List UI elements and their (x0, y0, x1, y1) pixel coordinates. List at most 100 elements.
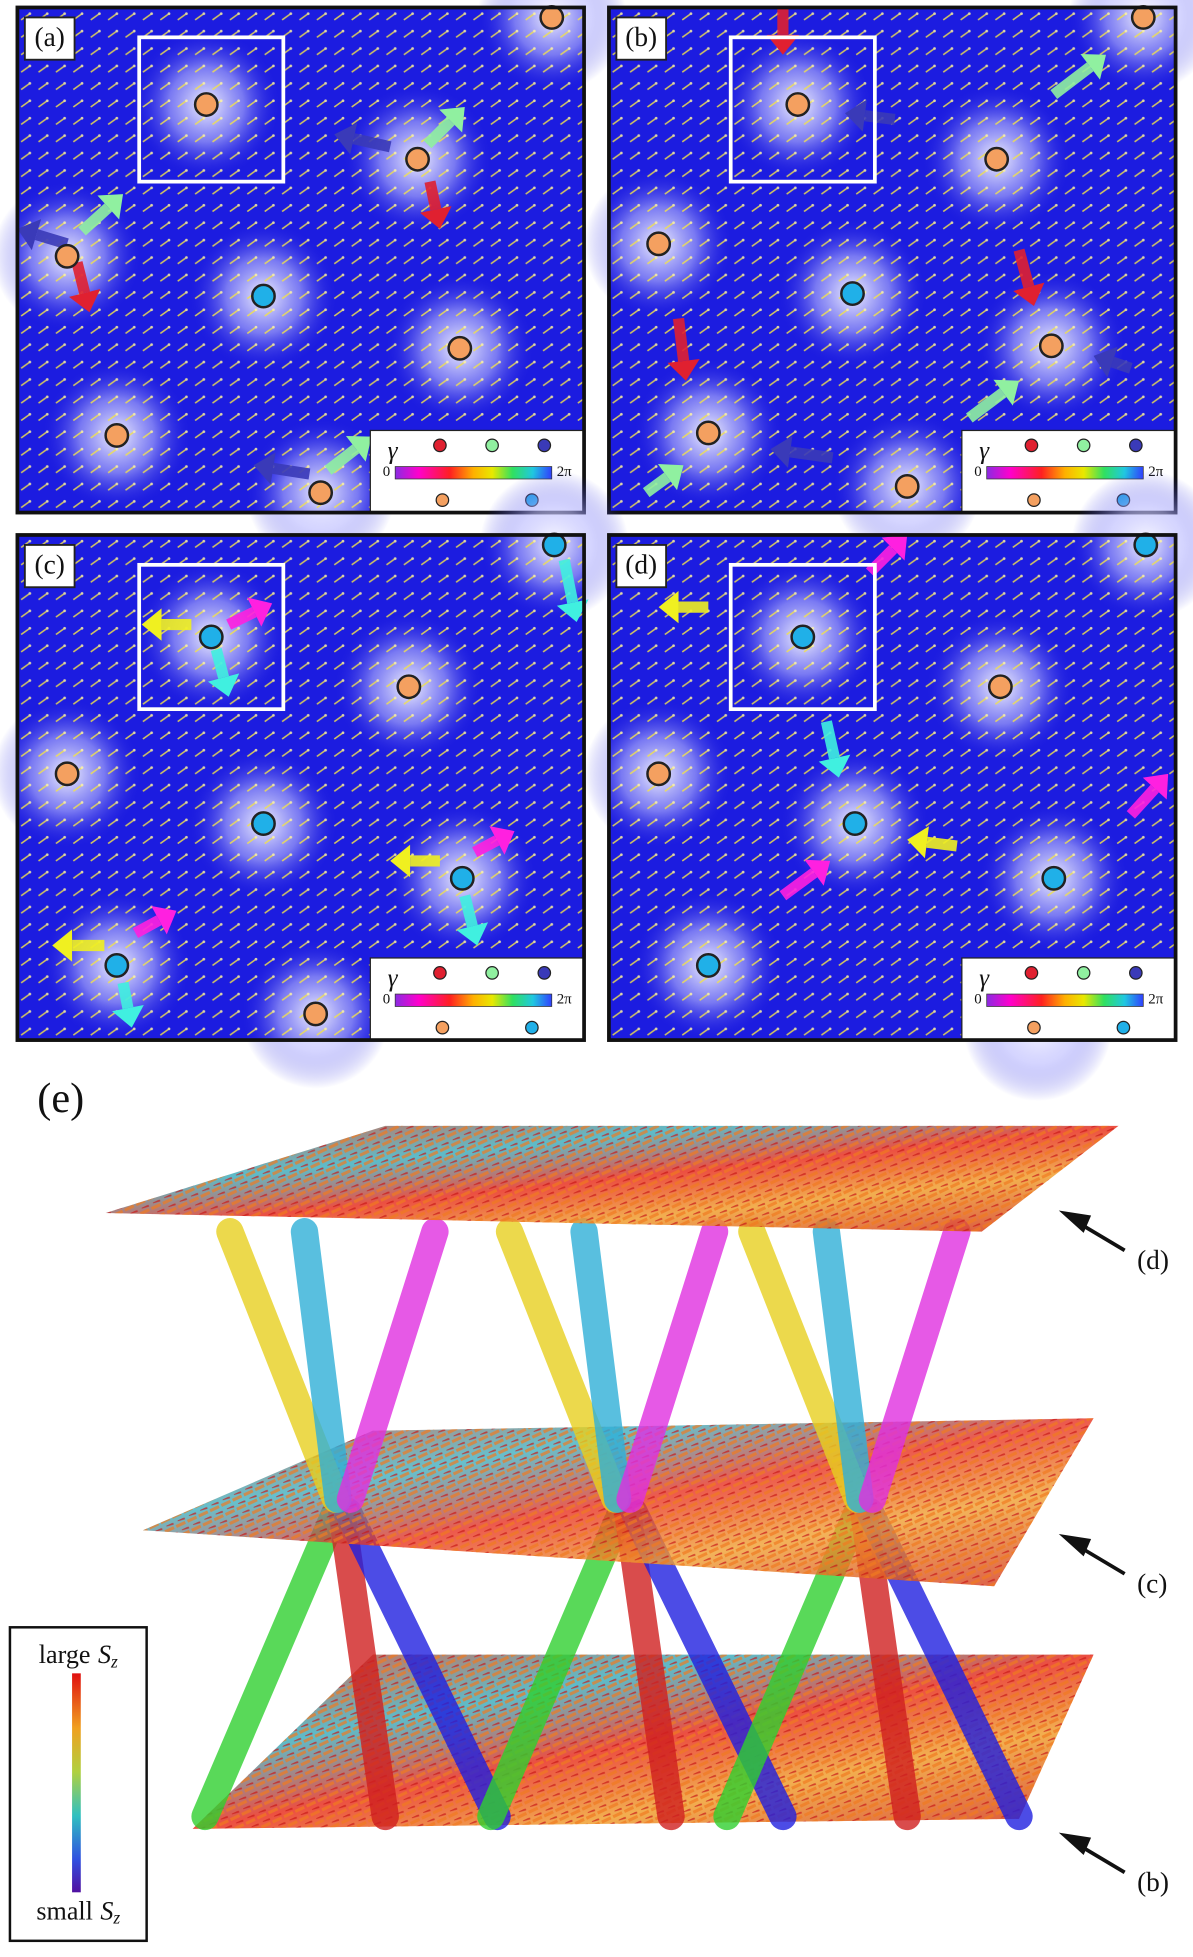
arrow-head (556, 599, 589, 623)
legend-symbol: γ (388, 438, 399, 465)
arrow-head (658, 590, 679, 624)
vortex-orange (303, 1001, 329, 1027)
layer-label: (c) (1137, 1569, 1167, 1599)
panel: (d) γ0 2π (584, 470, 1193, 1102)
pointer-line (1077, 1843, 1126, 1875)
arrow-shaft (820, 720, 840, 760)
vortex-orange (695, 420, 721, 446)
panel-label: (b) (625, 22, 657, 52)
vortex-cyan (1041, 865, 1067, 891)
highlight-box (137, 35, 286, 184)
arrow-head (68, 289, 101, 313)
arrow-shaft (424, 180, 442, 211)
legend-marker (525, 1020, 539, 1035)
arrow-head (456, 922, 489, 946)
arrow-shaft (642, 472, 671, 498)
legend-marker (1076, 438, 1091, 453)
arrow-head (345, 436, 372, 462)
label-box (23, 16, 76, 61)
gamma-legend: γ0 2π (369, 957, 585, 1041)
arrow-shaft (864, 110, 896, 125)
arrow-head (845, 99, 867, 132)
arrow-head (907, 826, 929, 859)
arrow-head (420, 206, 452, 229)
legend-max: 2π (1148, 992, 1163, 1008)
arrow-head (1142, 773, 1169, 800)
colorbar-sub: z (110, 1651, 118, 1671)
legend-marker (435, 1020, 450, 1035)
highlight-box (137, 562, 286, 712)
arrow-head (207, 673, 240, 697)
vortex-cyan (842, 811, 868, 837)
legend-marker (435, 493, 450, 507)
vortex-orange (447, 335, 473, 361)
flux-tube (336, 1217, 449, 1513)
vortex-cyan (695, 952, 721, 978)
arrow-shaft (34, 229, 69, 250)
vortex-cyan (1133, 532, 1159, 558)
vortex-orange (646, 761, 672, 787)
vortex-cyan (449, 865, 475, 891)
legend-marker (1129, 966, 1143, 980)
arrow-shaft (1126, 784, 1159, 819)
arrow-head (1093, 346, 1118, 378)
arrow-shaft (472, 835, 500, 858)
pointer-head (1058, 1832, 1092, 1855)
arrow-head (390, 844, 411, 878)
flux-tube (570, 1217, 632, 1513)
arrow-head (766, 34, 800, 55)
arrow-shaft (71, 261, 91, 295)
flux-tube (328, 1497, 399, 1831)
arrow-head (141, 608, 162, 641)
vortex-cyan (198, 624, 224, 650)
arrow-head (489, 826, 515, 855)
legend-marker (485, 438, 499, 453)
vortex-orange (54, 243, 80, 269)
vortex-orange (1038, 333, 1064, 359)
flux-tube (616, 1217, 729, 1513)
arrow-head (151, 906, 177, 935)
flux-tube (495, 1217, 629, 1513)
legend-min: 0 (974, 464, 981, 480)
arrow-shaft (459, 894, 478, 928)
layer-label: (b) (1137, 1867, 1169, 1897)
pointer-head (1058, 1533, 1092, 1557)
flux-tube (191, 1497, 350, 1831)
arrow-shaft (789, 446, 834, 464)
layer-label: (d) (1137, 1245, 1169, 1275)
legend-marker (1076, 966, 1091, 980)
highlight-box (728, 562, 877, 712)
gamma-colorbar (394, 993, 553, 1007)
vortex-orange (405, 146, 430, 172)
arrow-shaft (779, 868, 818, 901)
vortex-cyan (840, 281, 865, 307)
vortex-cyan (251, 811, 276, 837)
vortex-cyan (104, 952, 130, 978)
arrow-shaft (423, 117, 455, 149)
vortex-cyan (541, 532, 567, 558)
arrow-head (112, 1005, 144, 1028)
arrow-head (52, 929, 73, 962)
arrow-head (1013, 282, 1045, 307)
flux-tube (216, 1217, 350, 1513)
arrow-head (247, 597, 273, 627)
panel-frame (607, 5, 1178, 515)
arrow-head (657, 464, 684, 491)
arrow-head (334, 122, 358, 155)
colorbar-label: large Sz (39, 1640, 118, 1671)
arrow-shaft (926, 836, 958, 852)
label-box (615, 543, 668, 589)
flux-tube (738, 1217, 872, 1513)
vortex-cyan (251, 283, 276, 309)
legend-marker (1116, 1020, 1131, 1035)
vortex-orange (987, 674, 1013, 700)
panel-label: (e) (37, 1075, 84, 1122)
legend-marker (537, 966, 552, 980)
colorbar-word: large (39, 1640, 91, 1669)
vortex-orange (984, 146, 1010, 172)
label-box (615, 16, 668, 61)
